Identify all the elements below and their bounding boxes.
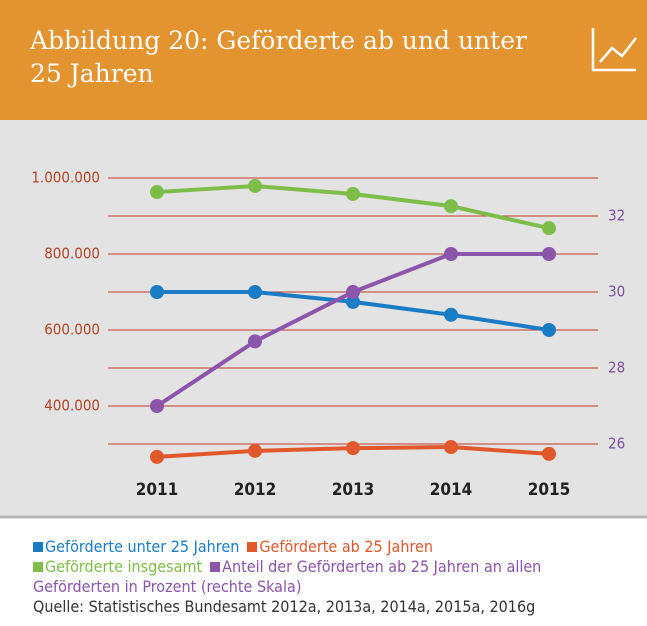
header (0, 0, 647, 120)
data-point (150, 399, 164, 413)
title-box: Abbildung 20: Geförderte ab und unter 25… (30, 26, 527, 88)
data-point (444, 199, 458, 214)
data-point (346, 441, 360, 456)
legend-swatch (210, 562, 221, 572)
y-tick-label: 400.000 (44, 397, 100, 415)
chart: Abbildung 20: Geförderte ab und unter 25… (0, 0, 647, 519)
legend-label: Geförderte unter 25 Jahren (45, 537, 240, 556)
x-tick-label: 2012 (234, 480, 277, 500)
source: Quelle: Statistisches Bundesamt 2012a, 2… (33, 597, 536, 616)
legend-swatch (247, 542, 258, 552)
data-point (444, 247, 458, 261)
plot: 400.000 600.000 800.000 1.000.000 26 28 30 32 20… (31, 169, 625, 501)
legend-swatch (33, 562, 43, 572)
y2-tick-label: 26 (608, 435, 625, 453)
data-point (346, 285, 360, 299)
legend: Geförderte unter 25 Jahren Geförderte ab … (33, 537, 603, 617)
data-point (150, 449, 164, 464)
y-tick-label: 1.000.000 (31, 169, 100, 187)
x-tick-label: 2015 (528, 480, 571, 500)
data-point (542, 446, 556, 461)
legend-item: Anteil der Geförderten ab 25 Jahren an a… (33, 557, 541, 596)
x-tick-label: 2014 (430, 480, 473, 500)
x-tick-label: 2011 (136, 480, 179, 500)
data-point (150, 185, 164, 200)
data-point (248, 334, 262, 349)
data-point (248, 285, 262, 299)
legend-item: Geförderte unter 25 Jahren (33, 537, 239, 556)
legend-label: Geförderte insgesamt (45, 557, 203, 576)
y2-tick-label: 30 (608, 283, 625, 301)
data-point (444, 440, 458, 455)
y-tick-label: 800.000 (44, 245, 100, 263)
data-point (542, 247, 556, 261)
legend-swatch (33, 542, 43, 552)
data-point (346, 186, 360, 201)
y2-tick-label: 32 (608, 207, 625, 225)
chart-icon (591, 28, 637, 72)
y-tick-label: 600.000 (44, 321, 100, 339)
data-point (542, 221, 556, 236)
chart-title: Abbildung 20: Geförderte ab und unter 25… (30, 26, 527, 88)
legend-item: Geförderte insgesamt (33, 557, 202, 576)
legend-item: Geförderte ab 25 Jahren (247, 537, 433, 556)
data-point (248, 443, 262, 458)
data-point (444, 307, 458, 322)
legend-label: Anteil der Geförderten ab 25 Jahren an a… (33, 557, 542, 596)
data-point (150, 285, 164, 299)
data-point (248, 178, 262, 193)
data-point (542, 323, 556, 337)
x-tick-label: 2013 (332, 480, 375, 500)
data-point (346, 294, 360, 309)
y2-tick-label: 28 (608, 359, 625, 377)
legend-label: Geförderte ab 25 Jahren (259, 537, 434, 556)
